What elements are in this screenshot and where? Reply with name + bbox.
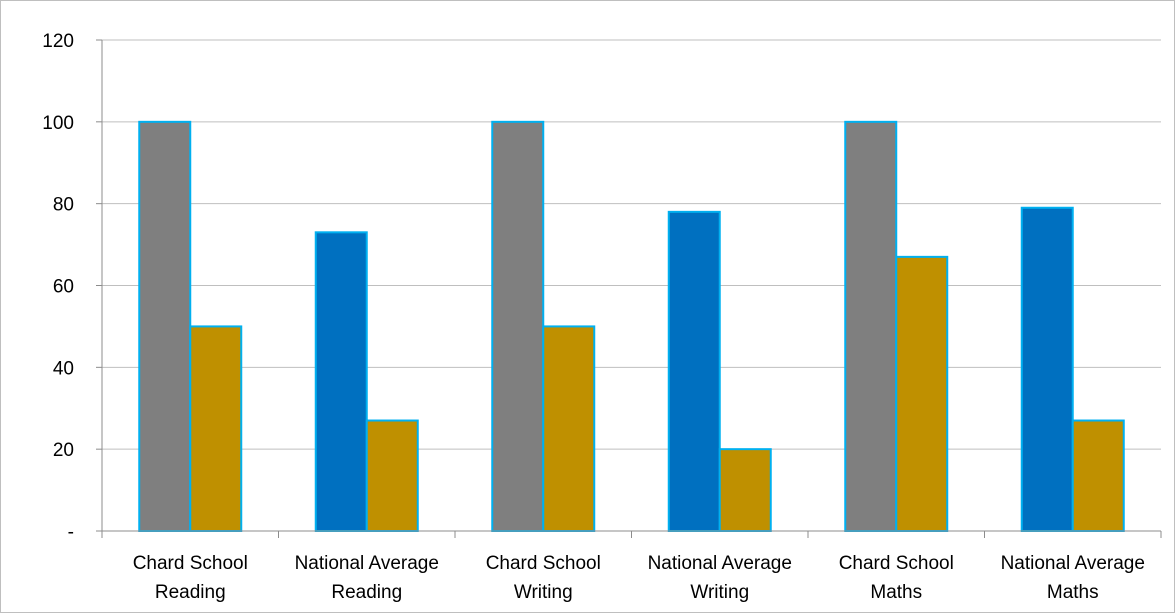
- bar-series-2: [718, 448, 772, 532]
- bar-series-2: [895, 255, 949, 532]
- bar-series-1: [491, 120, 545, 532]
- bars: [138, 120, 1125, 533]
- x-category-label: Chard School: [839, 553, 954, 574]
- y-tick-label: 40: [53, 358, 74, 379]
- x-category-label: Maths: [870, 582, 922, 603]
- bar-series-2: [1071, 419, 1125, 532]
- bar-series-1: [667, 210, 721, 532]
- x-category-label: Writing: [514, 582, 573, 603]
- bar-series-1: [138, 120, 192, 532]
- x-category-label: National Average: [295, 553, 439, 574]
- bar-series-1: [314, 231, 368, 533]
- bar-series-1: [1020, 206, 1074, 532]
- y-tick-label: 100: [42, 113, 74, 134]
- y-tick-label: 120: [42, 31, 74, 52]
- y-tick-label: -: [68, 522, 74, 543]
- x-category-label: National Average: [648, 553, 792, 574]
- x-category-label: Chard School: [133, 553, 248, 574]
- y-tick-label: 20: [53, 440, 74, 461]
- axis-labels: - 20 40 60 80 100 120 Chard School Reading Nation…: [42, 31, 1145, 603]
- bar-series-2: [365, 419, 419, 532]
- x-category-label: Reading: [155, 582, 226, 603]
- x-category-label: Reading: [331, 582, 402, 603]
- x-category-label: Maths: [1047, 582, 1099, 603]
- bar-series-1: [844, 120, 898, 532]
- gridlines: [102, 39, 1161, 450]
- bar-series-2: [542, 325, 596, 532]
- bar-series-2: [189, 325, 243, 532]
- y-tick-label: 60: [53, 277, 74, 298]
- axes: [96, 39, 1162, 538]
- x-category-label: Chard School: [486, 553, 601, 574]
- x-category-label: National Average: [1001, 553, 1145, 574]
- y-tick-label: 80: [53, 195, 74, 216]
- x-category-label: Writing: [690, 582, 749, 603]
